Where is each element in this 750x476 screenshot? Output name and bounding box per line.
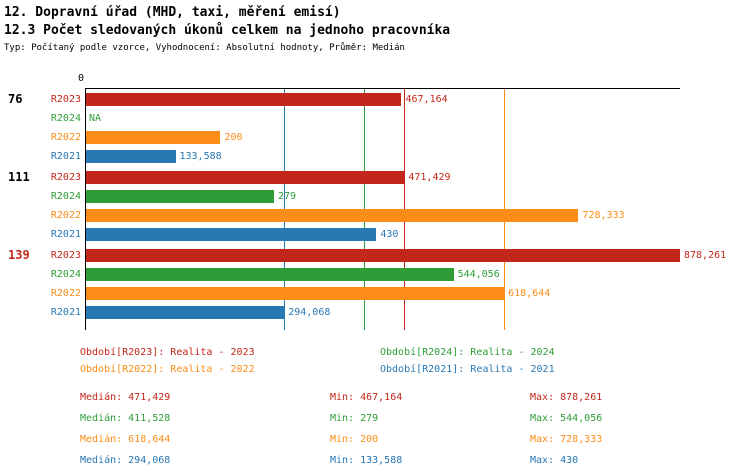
series-label-r2023: R2023 <box>50 172 81 183</box>
stat-min-r2023: Min: 467,164 <box>330 392 403 403</box>
report-meta: Typ: Počítaný podle vzorce, Vyhodnocení:… <box>4 43 405 53</box>
series-label-r2022: R2022 <box>50 210 81 221</box>
group-id-111: 111 <box>8 170 30 184</box>
bar-r2021-group-139 <box>85 306 285 319</box>
bar-value-label-r2023-group-111: 471,429 <box>408 172 451 183</box>
bar-r2024-group-111 <box>85 190 274 203</box>
stat-min-r2021: Min: 133,588 <box>330 455 403 466</box>
bar-value-label-r2024-group-111: 279 <box>278 191 297 202</box>
legend-item-r2024: Období[R2024]: Realita - 2024 <box>380 347 555 358</box>
bar-value-label-r2022-group-76: 200 <box>224 132 243 143</box>
axis-zero-label: 0 <box>77 73 84 84</box>
bar-r2022-group-111 <box>85 209 579 222</box>
bar-value-label-r2023-group-76: 467,164 <box>405 94 448 105</box>
series-label-r2023: R2023 <box>50 94 81 105</box>
series-label-r2022: R2022 <box>50 132 81 143</box>
report-title-line2: 12.3 Počet sledovaných úkonů celkem na j… <box>4 23 451 38</box>
legend-item-r2023: Období[R2023]: Realita - 2023 <box>80 347 255 358</box>
series-label-r2021: R2021 <box>50 229 81 240</box>
stat-median-r2021: Medián: 294,068 <box>80 455 171 466</box>
stat-max-r2022: Max: 728,333 <box>530 434 603 445</box>
stat-min-r2024: Min: 279 <box>330 413 379 424</box>
x-axis-line <box>85 88 680 89</box>
bar-r2021-group-76 <box>85 150 176 163</box>
bar-r2022-group-139 <box>85 287 505 300</box>
series-label-r2022: R2022 <box>50 288 81 299</box>
stat-max-r2024: Max: 544,056 <box>530 413 603 424</box>
bar-value-label-r2021-group-111: 430 <box>380 229 399 240</box>
group-id-76: 76 <box>8 92 23 106</box>
bar-r2022-group-76 <box>85 131 221 144</box>
stat-median-r2023: Medián: 471,429 <box>80 392 171 403</box>
stat-max-r2021: Max: 430 <box>530 455 579 466</box>
stat-median-r2024: Medián: 411,528 <box>80 413 171 424</box>
bar-value-label-r2021-group-76: 133,588 <box>179 151 222 162</box>
y-axis-line <box>85 88 86 330</box>
group-id-139: 139 <box>8 248 30 262</box>
legend-item-r2022: Období[R2022]: Realita - 2022 <box>80 364 255 375</box>
series-label-r2024: R2024 <box>50 269 81 280</box>
bar-value-label-r2024-group-76: NA <box>89 113 102 124</box>
report-title-line1: 12. Dopravní úřad (MHD, taxi, měření emi… <box>4 5 341 20</box>
stat-max-r2023: Max: 878,261 <box>530 392 603 403</box>
series-label-r2021: R2021 <box>50 307 81 318</box>
stat-median-r2022: Medián: 618,644 <box>80 434 171 445</box>
bar-r2023-group-139 <box>85 249 680 262</box>
bar-value-label-r2024-group-139: 544,056 <box>457 269 500 280</box>
bar-value-label-r2022-group-111: 728,333 <box>582 210 625 221</box>
stat-min-r2022: Min: 200 <box>330 434 379 445</box>
bar-r2023-group-111 <box>85 171 405 184</box>
bar-r2023-group-76 <box>85 93 402 106</box>
series-label-r2023: R2023 <box>50 250 81 261</box>
legend-item-r2021: Období[R2021]: Realita - 2021 <box>380 364 555 375</box>
series-label-r2024: R2024 <box>50 113 81 124</box>
bar-r2021-group-111 <box>85 228 377 241</box>
bar-value-label-r2022-group-139: 618,644 <box>508 288 551 299</box>
bar-value-label-r2023-group-139: 878,261 <box>684 250 727 261</box>
series-label-r2021: R2021 <box>50 151 81 162</box>
series-label-r2024: R2024 <box>50 191 81 202</box>
bar-r2024-group-139 <box>85 268 454 281</box>
bar-value-label-r2021-group-139: 294,068 <box>288 307 331 318</box>
